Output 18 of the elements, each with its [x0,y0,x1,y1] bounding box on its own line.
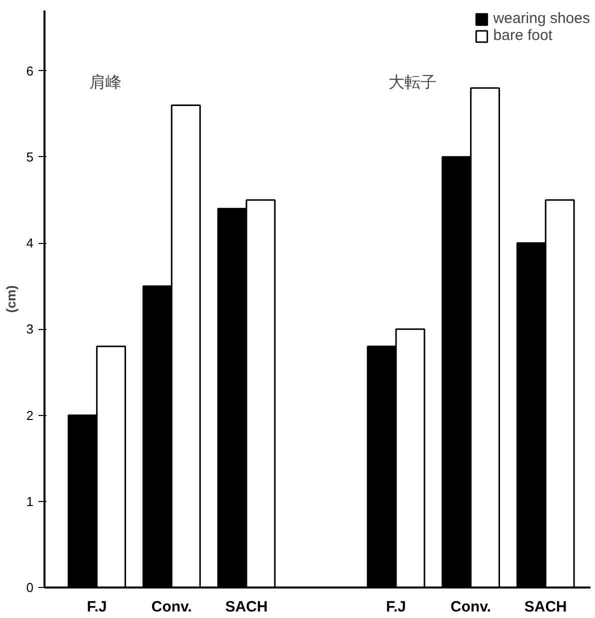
y-tick-label: 1 [26,494,34,509]
legend-label: bare foot [493,27,552,44]
y-tick-label: 5 [26,149,34,164]
y-tick-label: 6 [26,63,34,78]
annotation: 大転子 [388,72,437,92]
x-tick-label: F.J [386,598,406,616]
legend-label: wearing shoes [493,10,590,27]
annotation: 肩峰 [89,72,122,92]
x-tick-label: Conv. [450,598,492,616]
x-tick-label: F.J [86,598,107,616]
x-tick-label: Conv. [151,598,192,616]
x-tick-label: SACH [225,598,268,616]
y-axis-title: (cm) [3,285,18,313]
y-tick-label: 2 [26,408,34,423]
y-tick-label: 3 [26,322,34,337]
y-tick-label: 4 [26,236,34,251]
y-tick-label: 0 [26,580,34,595]
x-tick-label: SACH [524,598,567,616]
